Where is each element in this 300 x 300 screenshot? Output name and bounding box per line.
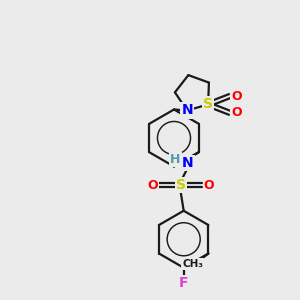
Text: O: O xyxy=(231,106,242,119)
Text: O: O xyxy=(147,179,158,192)
Text: S: S xyxy=(203,98,213,112)
Text: O: O xyxy=(231,90,242,103)
Text: N: N xyxy=(182,156,194,170)
Text: CH₃: CH₃ xyxy=(182,259,203,269)
Text: H: H xyxy=(170,153,181,166)
Text: N: N xyxy=(181,103,193,118)
Text: F: F xyxy=(179,276,188,290)
Text: S: S xyxy=(176,178,186,192)
Text: O: O xyxy=(204,179,214,192)
